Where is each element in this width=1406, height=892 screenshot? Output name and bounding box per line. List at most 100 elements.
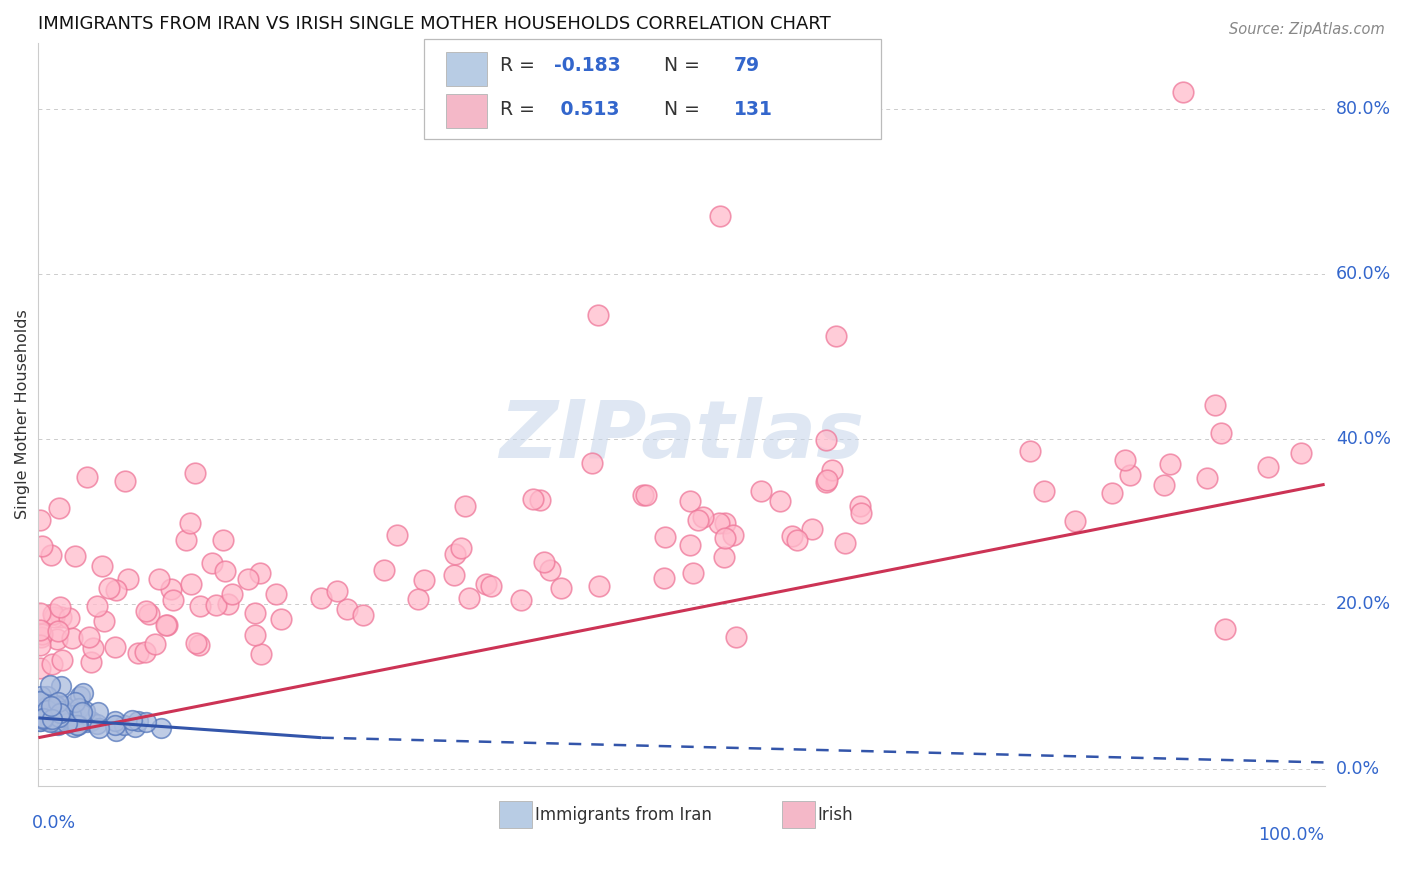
Point [63, 706, 86, 720]
Point [30, 707, 52, 722]
Point [45, 699, 67, 714]
Point [188, 599, 211, 613]
Point [654, 530, 676, 544]
Point [127, 646, 149, 660]
Point [1159, 457, 1181, 471]
Point [834, 536, 856, 550]
Point [39, 699, 62, 714]
Point [65, 695, 87, 709]
Point [52, 710, 75, 724]
Text: 80.0%: 80.0% [1336, 100, 1391, 118]
Point [62, 709, 84, 723]
Point [41, 657, 63, 671]
FancyBboxPatch shape [499, 801, 533, 828]
Point [35, 689, 58, 703]
Point [652, 571, 675, 585]
Point [38, 712, 60, 726]
Point [48, 709, 70, 723]
Point [67, 701, 90, 715]
Point [214, 564, 236, 578]
Text: Immigrants from Iran: Immigrants from Iran [534, 805, 711, 823]
Point [55, 713, 77, 727]
FancyBboxPatch shape [425, 39, 882, 139]
Point [150, 721, 173, 735]
Text: 0.0%: 0.0% [1336, 760, 1379, 778]
Point [63, 549, 86, 564]
Point [156, 617, 179, 632]
Point [533, 556, 555, 570]
Point [104, 582, 127, 597]
Point [138, 607, 160, 622]
Point [28, 661, 51, 675]
Point [550, 581, 572, 595]
Text: IMMIGRANTS FROM IRAN VS IRISH SINGLE MOTHER HOUSEHOLDS CORRELATION CHART: IMMIGRANTS FROM IRAN VS IRISH SINGLE MOT… [38, 15, 831, 33]
FancyBboxPatch shape [446, 52, 488, 87]
Point [104, 723, 127, 738]
Point [204, 599, 226, 613]
Point [815, 475, 838, 489]
Point [326, 584, 349, 599]
Point [311, 591, 333, 606]
Point [56, 715, 79, 730]
Point [28, 714, 51, 728]
Point [86, 599, 108, 613]
Point [1153, 477, 1175, 491]
Text: 100.0%: 100.0% [1258, 826, 1324, 845]
Point [41, 712, 63, 726]
Point [155, 617, 177, 632]
Point [457, 591, 479, 606]
Point [249, 566, 271, 581]
Point [59, 707, 82, 722]
Point [49, 714, 72, 728]
Point [67, 717, 90, 731]
Point [160, 582, 183, 597]
Point [634, 488, 657, 502]
Point [179, 516, 201, 530]
Point [117, 573, 139, 587]
Point [184, 636, 207, 650]
Point [30, 689, 52, 703]
Point [76, 470, 98, 484]
Point [86, 716, 108, 731]
Text: 40.0%: 40.0% [1336, 430, 1391, 448]
Point [48, 706, 70, 720]
Point [679, 538, 702, 552]
Point [688, 513, 710, 527]
FancyBboxPatch shape [782, 801, 815, 828]
Point [45, 632, 67, 646]
Point [1209, 426, 1232, 441]
Point [581, 456, 603, 470]
Point [42, 713, 65, 727]
Point [243, 628, 266, 642]
Point [148, 572, 170, 586]
Point [815, 473, 838, 487]
Point [249, 647, 271, 661]
Point [42, 607, 65, 622]
Point [444, 547, 467, 561]
Point [824, 328, 846, 343]
Point [51, 609, 73, 624]
Point [135, 604, 157, 618]
Point [174, 533, 197, 547]
Point [443, 567, 465, 582]
Point [49, 715, 72, 730]
Point [38, 697, 60, 711]
Point [709, 209, 731, 223]
Text: 0.0%: 0.0% [32, 814, 76, 832]
Point [60, 631, 83, 645]
Point [183, 466, 205, 480]
Point [238, 572, 260, 586]
Point [70, 707, 93, 722]
Point [51, 653, 73, 667]
Point [31, 712, 53, 726]
Point [682, 566, 704, 581]
Point [42, 610, 65, 624]
Point [1171, 86, 1194, 100]
Point [49, 600, 72, 615]
Point [1114, 452, 1136, 467]
Point [245, 606, 267, 620]
Point [82, 640, 104, 655]
Point [814, 433, 837, 447]
Text: 60.0%: 60.0% [1336, 265, 1391, 283]
Point [1215, 622, 1237, 636]
